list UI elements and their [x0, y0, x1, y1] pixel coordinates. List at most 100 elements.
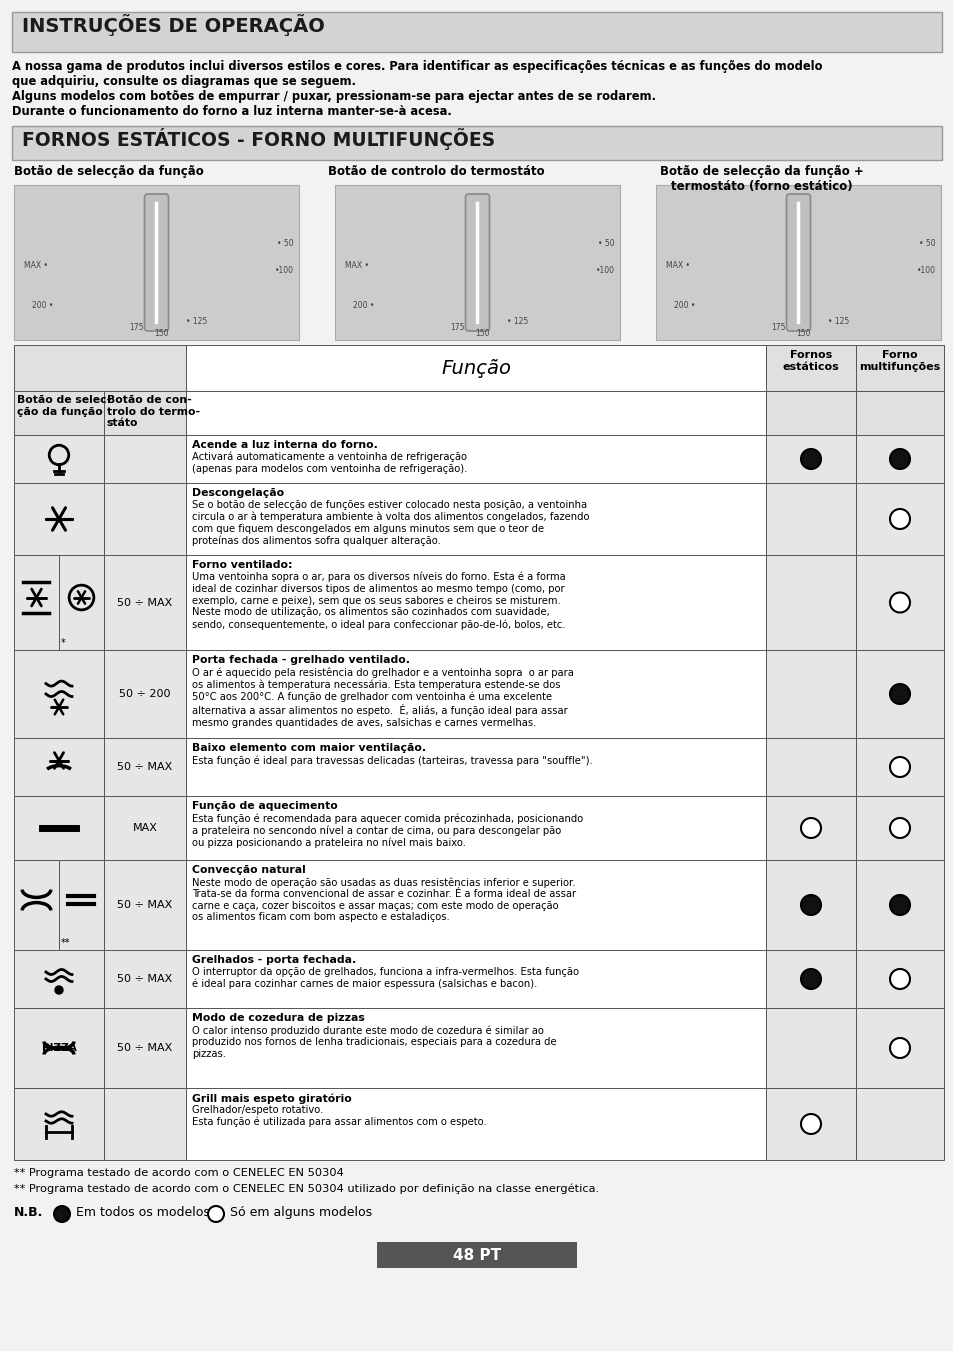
Text: •100: •100	[916, 266, 935, 274]
Text: 175: 175	[450, 323, 464, 332]
Text: Grill mais espeto giratório: Grill mais espeto giratório	[192, 1093, 352, 1104]
Circle shape	[55, 986, 63, 994]
Bar	[765, 796, 855, 861]
Bar	[335, 185, 619, 340]
Text: 200 •: 200 •	[32, 301, 53, 311]
Text: Botão de con-
trolo do termo-
státo: Botão de con- trolo do termo- státo	[107, 394, 200, 428]
Circle shape	[801, 449, 821, 469]
Bar	[765, 950, 855, 1008]
Bar	[855, 1008, 943, 1088]
Text: Modo de cozedura de pizzas: Modo de cozedura de pizzas	[192, 1013, 364, 1023]
Circle shape	[889, 449, 909, 469]
Bar	[14, 555, 104, 650]
Text: Botão de selecção da função +
termostáto (forno estático): Botão de selecção da função + termostáto…	[659, 165, 863, 193]
Bar	[855, 484, 943, 555]
Text: MAX •: MAX •	[24, 261, 48, 270]
Bar	[186, 390, 765, 435]
Circle shape	[889, 894, 909, 915]
Bar	[14, 796, 104, 861]
Bar	[656, 185, 940, 340]
Bar	[104, 555, 186, 650]
Bar	[104, 484, 186, 555]
Circle shape	[889, 969, 909, 989]
Bar	[14, 435, 104, 484]
Bar	[186, 861, 765, 950]
Bar	[12, 12, 941, 51]
Text: 175: 175	[770, 323, 785, 332]
Bar	[765, 484, 855, 555]
Text: 48 PT: 48 PT	[453, 1247, 500, 1262]
Bar	[855, 650, 943, 738]
Text: Convecção natural: Convecção natural	[192, 865, 305, 875]
Circle shape	[54, 1206, 70, 1223]
Text: MAX •: MAX •	[345, 261, 369, 270]
Bar	[186, 650, 765, 738]
Text: Esta função é ideal para travessas delicadas (tarteiras, travessa para "souffle": Esta função é ideal para travessas delic…	[192, 755, 592, 766]
Text: Grelhador/espeto rotativo.
Esta função é utilizada para assar alimentos com o es: Grelhador/espeto rotativo. Esta função é…	[192, 1105, 486, 1127]
Bar	[186, 484, 765, 555]
Bar	[765, 390, 855, 435]
Text: Acende a luz interna do forno.: Acende a luz interna do forno.	[192, 440, 377, 450]
Text: 150: 150	[796, 330, 810, 338]
Text: 200 •: 200 •	[353, 301, 374, 311]
Bar	[855, 738, 943, 796]
Text: Baixo elemento com maior ventilação.: Baixo elemento com maior ventilação.	[192, 743, 426, 753]
Bar	[855, 950, 943, 1008]
Circle shape	[889, 509, 909, 530]
Bar	[765, 861, 855, 950]
Bar	[14, 738, 104, 796]
Bar	[765, 435, 855, 484]
Bar	[12, 126, 941, 159]
Text: • 125: • 125	[827, 317, 849, 326]
Bar	[855, 390, 943, 435]
FancyBboxPatch shape	[144, 195, 169, 331]
Bar	[855, 861, 943, 950]
Bar	[14, 185, 298, 340]
Circle shape	[889, 817, 909, 838]
Bar	[104, 1008, 186, 1088]
Bar	[104, 861, 186, 950]
Bar	[14, 650, 104, 738]
Bar	[765, 1088, 855, 1161]
Text: Esta função é recomendada para aquecer comida précozinhada, posicionando
a prate: Esta função é recomendada para aquecer c…	[192, 813, 582, 848]
Bar	[765, 1008, 855, 1088]
Text: Forno
multifunções: Forno multifunções	[859, 350, 940, 372]
Text: 50 ÷ MAX: 50 ÷ MAX	[117, 762, 172, 771]
Text: Botão de controlo do termostáto: Botão de controlo do termostáto	[328, 165, 544, 178]
Bar	[104, 390, 186, 435]
Bar	[104, 1088, 186, 1161]
Text: ** Programa testado de acordo com o CENELEC EN 50304: ** Programa testado de acordo com o CENE…	[14, 1169, 343, 1178]
Bar	[14, 1088, 104, 1161]
Bar	[104, 738, 186, 796]
Text: Descongelação: Descongelação	[192, 488, 284, 499]
Circle shape	[889, 684, 909, 704]
Text: *: *	[61, 638, 66, 648]
Text: •100: •100	[274, 266, 294, 274]
Text: Porta fechada - grelhado ventilado.: Porta fechada - grelhado ventilado.	[192, 655, 410, 665]
Bar	[186, 555, 765, 650]
Bar	[186, 345, 765, 390]
Text: Função de aquecimento: Função de aquecimento	[192, 801, 337, 811]
Text: PIZZA: PIZZA	[42, 1043, 76, 1052]
Text: Durante o funcionamento do forno a luz interna manter-se-à acesa.: Durante o funcionamento do forno a luz i…	[12, 105, 452, 118]
Text: O interruptor da opção de grelhados, funciona a infra-vermelhos. Esta função
é i: O interruptor da opção de grelhados, fun…	[192, 967, 578, 989]
Text: ** Programa testado de acordo com o CENELEC EN 50304 utilizado por definição na : ** Programa testado de acordo com o CENE…	[14, 1183, 598, 1194]
Text: O calor intenso produzido durante este modo de cozedura é similar ao
produzido n: O calor intenso produzido durante este m…	[192, 1025, 556, 1059]
Bar	[855, 796, 943, 861]
Circle shape	[801, 894, 821, 915]
Text: 50 ÷ 200: 50 ÷ 200	[119, 689, 171, 698]
Text: Activará automaticamente a ventoinha de refrigeração
(apenas para modelos com ve: Activará automaticamente a ventoinha de …	[192, 453, 467, 474]
Text: 150: 150	[154, 330, 169, 338]
Text: Forno ventilado:: Forno ventilado:	[192, 561, 293, 570]
Text: Se o botão de selecção de funções estiver colocado nesta posição, a ventoinha
ci: Se o botão de selecção de funções estive…	[192, 500, 589, 546]
Text: A nossa gama de produtos inclui diversos estilos e cores. Para identificar as es: A nossa gama de produtos inclui diversos…	[12, 59, 821, 73]
Text: O ar é aquecido pela resistência do grelhador e a ventoinha sopra  o ar para
os : O ar é aquecido pela resistência do grel…	[192, 667, 574, 727]
Text: Neste modo de operação são usadas as duas resistências inferior e superior.
Trat: Neste modo de operação são usadas as dua…	[192, 877, 576, 923]
Bar	[186, 738, 765, 796]
Text: Função: Função	[440, 358, 511, 377]
Text: 50 ÷ MAX: 50 ÷ MAX	[117, 974, 172, 984]
Bar	[14, 390, 104, 435]
Text: N.B.: N.B.	[14, 1206, 43, 1219]
Bar	[104, 650, 186, 738]
Text: Uma ventoinha sopra o ar, para os diversos níveis do forno. Esta é a forma
ideal: Uma ventoinha sopra o ar, para os divers…	[192, 571, 565, 630]
